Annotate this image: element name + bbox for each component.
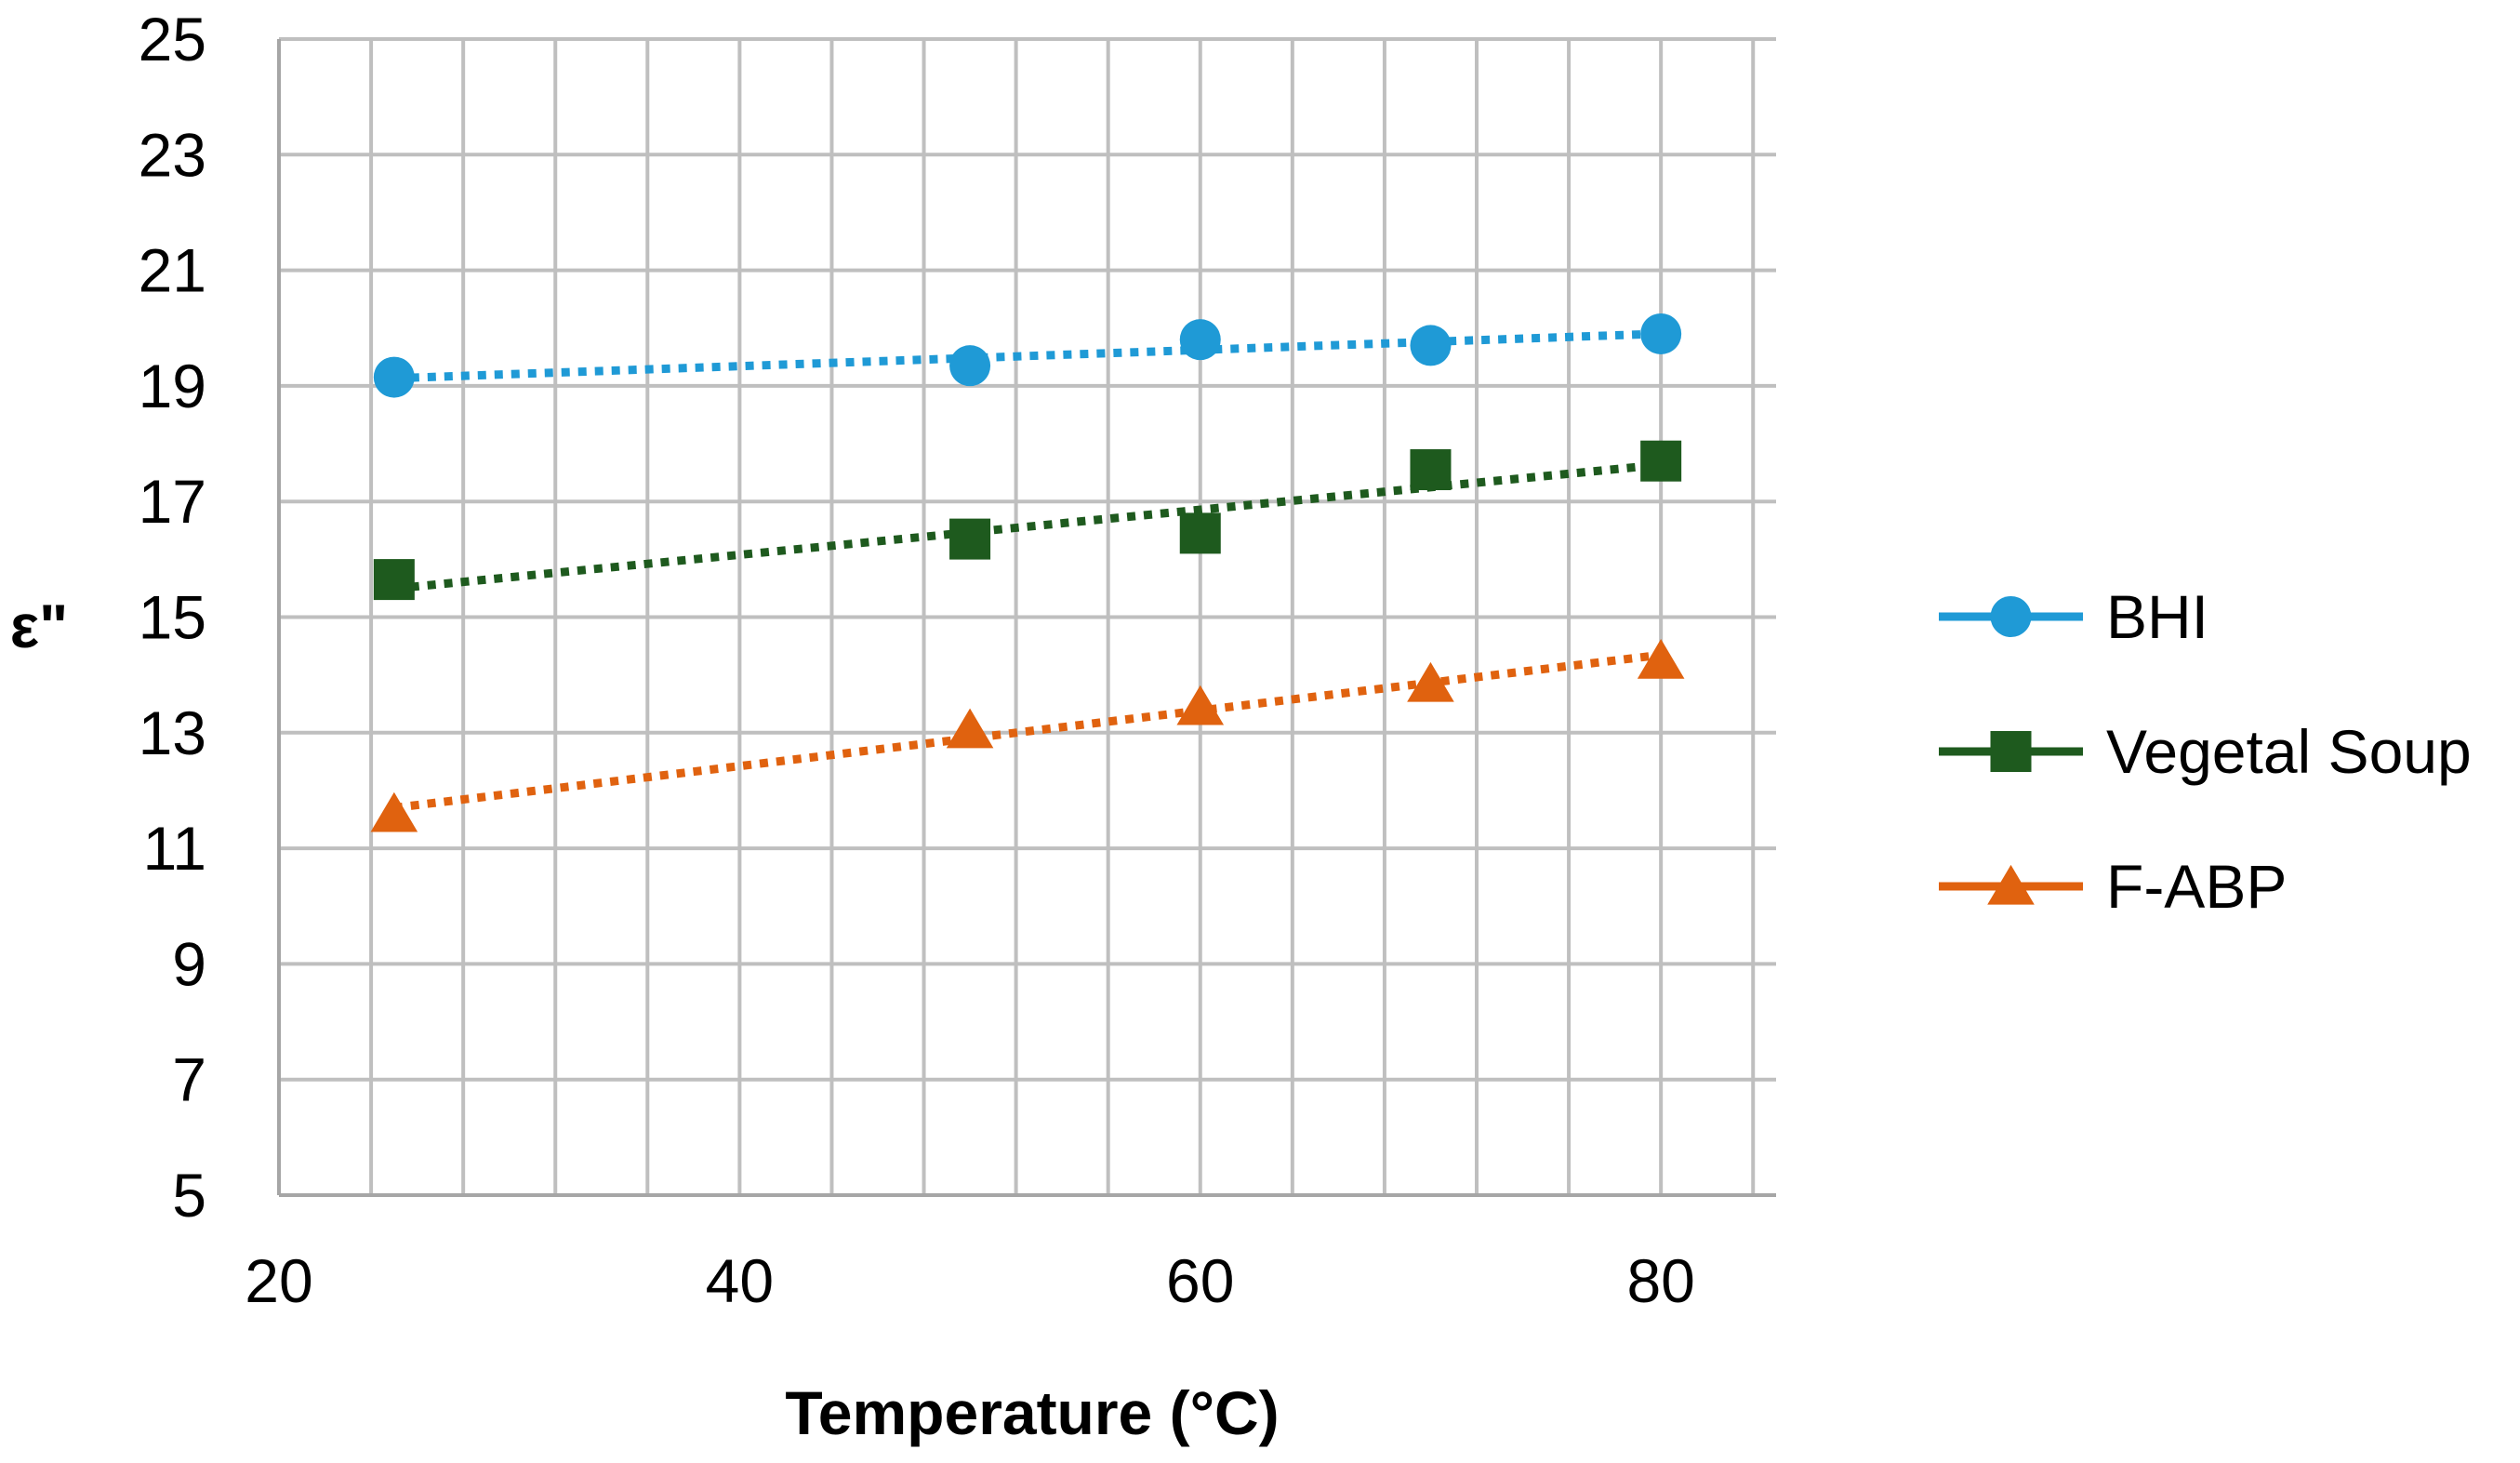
legend-marker-bhi [1990,596,2032,637]
x-tick-label: 40 [706,1246,774,1315]
y-tick-label: 11 [142,814,206,883]
legend-label-bhi: BHI [2106,582,2208,651]
data-point-f-abp [370,791,418,832]
grid [279,37,1776,1195]
data-point-vegetal-soup [1410,449,1452,491]
series-vegetal-soup [373,440,1682,601]
y-tick-label: 15 [139,583,206,652]
data-point-f-abp [1176,685,1225,725]
series-layer [370,313,1685,832]
y-tick-label: 19 [139,352,206,420]
legend-item-f-abp: F-ABP [1939,852,2287,921]
y-tick-label: 5 [172,1161,206,1230]
trendline-f-abp [393,650,1662,812]
y-tick-label: 23 [139,120,206,189]
y-tick-label: 9 [172,929,206,998]
data-point-bhi [373,356,415,398]
legend-label-f-abp: F-ABP [2106,852,2287,921]
legend-marker-vegetal-soup [1990,731,2032,772]
series-bhi [373,313,1682,398]
y-tick-label: 13 [139,698,206,767]
legend-marker-f-abp [1987,864,2035,905]
data-point-vegetal-soup [373,559,415,601]
x-tick-label: 20 [245,1246,312,1315]
data-point-f-abp [1407,661,1454,702]
data-point-f-abp [946,708,994,749]
data-point-vegetal-soup [949,518,991,560]
legend-label-vegetal-soup: Vegetal Soup [2106,717,2472,786]
trendline-bhi [393,329,1662,383]
tick-labels: 20 40 60 80 5 7 9 11 13 15 17 19 21 23 25 [139,5,1695,1315]
data-point-bhi [1640,313,1682,354]
legend-item-bhi: BHI [1939,582,2208,651]
trendline-vegetal-soup [393,460,1662,593]
data-point-bhi [1410,325,1452,366]
y-tick-label: 21 [139,236,206,305]
x-axis-title: Temperature (°C) [785,1378,1279,1447]
y-tick-label: 7 [172,1045,206,1114]
series-f-abp [370,639,1685,832]
data-point-bhi [949,345,991,387]
y-tick-label: 17 [139,467,206,536]
data-point-vegetal-soup [1640,440,1682,482]
axes [277,39,1776,1197]
legend-item-vegetal-soup: Vegetal Soup [1939,717,2472,786]
x-tick-label: 80 [1626,1246,1694,1315]
data-point-vegetal-soup [1179,512,1221,554]
x-tick-label: 60 [1166,1246,1234,1315]
legend: BHI Vegetal Soup F-ABP [1939,582,2472,921]
data-point-f-abp [1637,639,1685,679]
y-tick-label: 25 [139,5,206,73]
data-point-bhi [1179,319,1221,361]
y-axis-title: ε" [10,592,69,660]
